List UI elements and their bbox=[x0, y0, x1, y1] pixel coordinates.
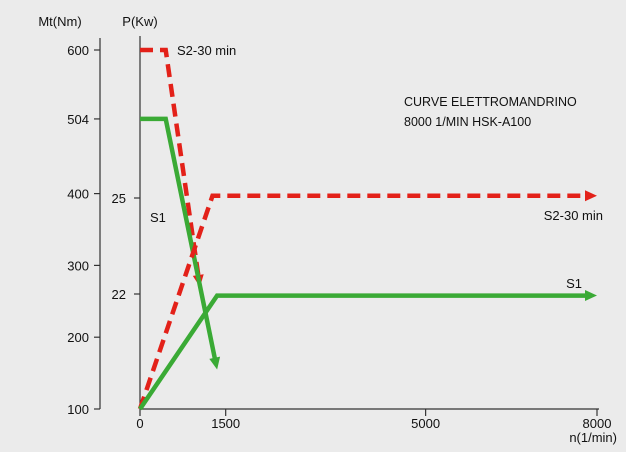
left-axis-tick-label: 600 bbox=[67, 43, 89, 58]
s2-power-label: S2-30 min bbox=[544, 208, 603, 223]
series-torque-s1-line bbox=[140, 116, 218, 362]
left-axis-tick-label: 300 bbox=[67, 258, 89, 273]
s1-power-label: S1 bbox=[566, 276, 582, 291]
power-axis-tick-label: 22 bbox=[112, 287, 126, 302]
x-axis-tick-label: 8000 bbox=[583, 416, 612, 431]
x-axis-tick-label: 0 bbox=[136, 416, 143, 431]
left-axis-tick-label: 504 bbox=[67, 112, 89, 127]
power-axis-tick-label: 25 bbox=[112, 191, 126, 206]
series-power-3-arrowhead bbox=[585, 290, 597, 302]
x-axis-tick-label: 5000 bbox=[411, 416, 440, 431]
series-group bbox=[137, 47, 597, 411]
left-axis-tick-label: 100 bbox=[67, 402, 89, 417]
power-axis-title: P(Kw) bbox=[122, 14, 157, 29]
series-torque-s2-line bbox=[140, 47, 201, 279]
left-axis-title: Mt(Nm) bbox=[38, 14, 81, 29]
annotation-line-1: CURVE ELETTROMANDRINO bbox=[404, 95, 577, 109]
x-axis-tick-label: 1500 bbox=[211, 416, 240, 431]
left-axis-tick-label: 200 bbox=[67, 330, 89, 345]
series-power-s1-line bbox=[138, 293, 588, 411]
series-torque-1-arrowhead bbox=[209, 356, 221, 370]
axes-group: 100 200 300 400 504 600 22 25 0 1500 5000 8000 bbox=[67, 36, 611, 431]
s2-torque-label: S2-30 min bbox=[177, 43, 236, 58]
s1-torque-label: S1 bbox=[150, 210, 166, 225]
series-power-2-arrowhead bbox=[585, 190, 597, 202]
left-axis-tick-label: 400 bbox=[67, 187, 89, 202]
x-axis-title: n(1/min) bbox=[569, 430, 617, 445]
series-power-s2-line bbox=[137, 193, 588, 410]
annotation-line-2: 8000 1/MIN HSK-A100 bbox=[404, 115, 531, 129]
